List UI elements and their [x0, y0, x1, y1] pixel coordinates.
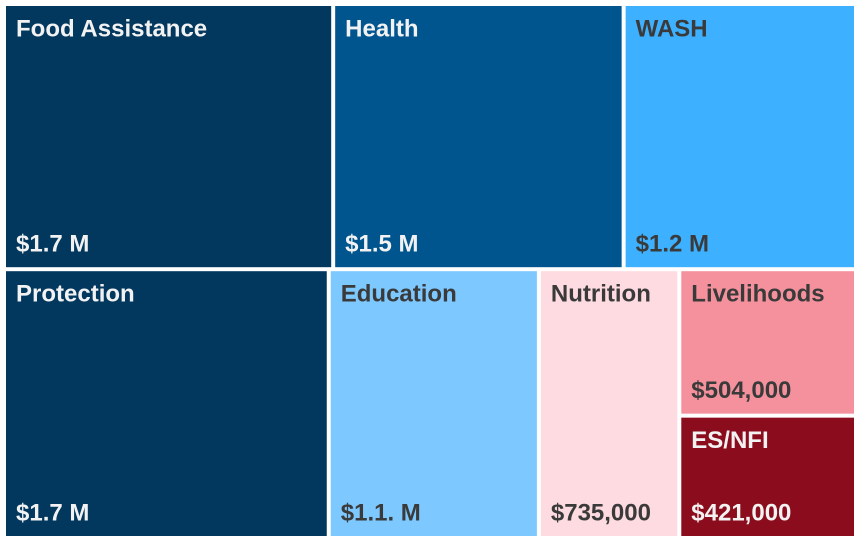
tile-value: $1.7 M	[16, 231, 89, 258]
tile	[681, 417, 854, 536]
tile-label: ES/NFI	[691, 427, 768, 454]
tile-value: $735,000	[551, 499, 651, 526]
tile-value: $504,000	[691, 377, 791, 404]
tile-label: WASH	[636, 15, 708, 42]
tile	[625, 6, 854, 268]
tile	[6, 271, 327, 536]
tile-value: $1.5 M	[345, 231, 418, 258]
tile-value: $1.7 M	[16, 499, 89, 526]
tile-value: $1.2 M	[636, 231, 709, 258]
tile-label: Livelihoods	[691, 281, 824, 308]
tile	[681, 271, 854, 414]
tile-label: Protection	[16, 281, 135, 308]
tile-label: Education	[341, 281, 457, 308]
tile-label: Food Assistance	[16, 15, 207, 42]
tile-label: Health	[345, 15, 418, 42]
tile-value: $1.1. M	[341, 499, 421, 526]
tile	[330, 271, 537, 536]
tile-value: $421,000	[691, 499, 791, 526]
tile	[6, 6, 332, 268]
tile	[540, 271, 678, 536]
tile	[335, 6, 622, 268]
tile-label: Nutrition	[551, 281, 651, 308]
